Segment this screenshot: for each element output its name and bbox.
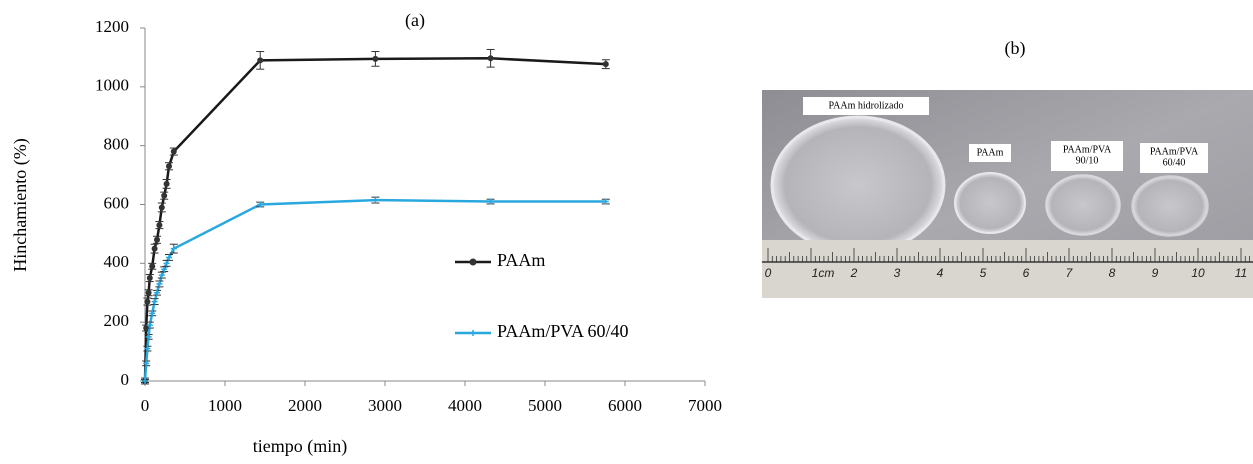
figure: (a) (b) tiempo (min) Hinchamiento (%) PA… <box>0 0 1253 464</box>
marker <box>164 181 170 187</box>
ruler-label: 8 <box>1109 266 1116 280</box>
x-axis-label: tiempo (min) <box>253 436 347 457</box>
ruler <box>762 240 1253 298</box>
marker <box>156 222 162 228</box>
y-tick-label: 1000 <box>95 76 129 95</box>
marker <box>171 149 177 155</box>
gel-disc <box>1046 175 1120 235</box>
marker <box>257 57 263 63</box>
ruler-label: 11 <box>1235 266 1247 280</box>
gel-disc <box>772 117 944 253</box>
marker <box>161 193 167 199</box>
marker <box>152 246 158 252</box>
photo-label: PAAm hidrolizado <box>829 100 904 111</box>
ruler-label: 10 <box>1191 266 1205 280</box>
ruler-label: 1cm <box>812 266 835 280</box>
ruler-label: 3 <box>894 266 901 280</box>
ruler-label: 6 <box>1023 266 1030 280</box>
marker <box>603 61 609 67</box>
x-tick-label: 3000 <box>368 396 402 415</box>
x-tick-label: 6000 <box>608 396 642 415</box>
x-tick-label: 1000 <box>208 396 242 415</box>
marker <box>372 197 378 203</box>
x-tick-label: 7000 <box>688 396 722 415</box>
gel-disc <box>955 173 1025 233</box>
panel-label: (b) <box>1005 38 1026 59</box>
photo-label: PAAm <box>977 147 1004 158</box>
panel-label: (a) <box>405 10 425 31</box>
gel-disc <box>1132 176 1208 236</box>
ruler-label: 9 <box>1152 266 1159 280</box>
marker <box>372 56 378 62</box>
y-tick-label: 1200 <box>95 17 129 36</box>
y-tick-label: 400 <box>104 252 130 271</box>
marker <box>156 281 162 287</box>
ruler-label: 0 <box>765 266 772 280</box>
y-tick-label: 600 <box>104 193 130 212</box>
x-tick-label: 2000 <box>288 396 322 415</box>
marker <box>146 290 152 296</box>
y-axis-label: Hinchamiento (%) <box>10 138 31 271</box>
x-tick-label: 5000 <box>528 396 562 415</box>
marker <box>154 237 160 243</box>
marker <box>159 204 165 210</box>
ruler-label: 4 <box>937 266 944 280</box>
marker <box>488 55 494 61</box>
x-tick-label: 4000 <box>448 396 482 415</box>
legend-marker <box>470 330 476 336</box>
marker <box>166 163 172 169</box>
y-tick-label: 200 <box>104 311 130 330</box>
y-tick-label: 0 <box>121 370 130 389</box>
series-line <box>145 200 606 381</box>
ruler-label: 5 <box>980 266 987 280</box>
legend-label: PAAm <box>497 250 545 270</box>
ruler-label: 2 <box>850 266 858 280</box>
legend-label: PAAm/PVA 60/40 <box>497 321 629 341</box>
legend-marker <box>470 259 477 266</box>
marker <box>147 275 153 281</box>
y-tick-label: 800 <box>104 135 130 154</box>
marker <box>149 263 155 269</box>
marker <box>144 299 150 305</box>
x-tick-label: 0 <box>141 396 150 415</box>
marker <box>152 299 158 305</box>
